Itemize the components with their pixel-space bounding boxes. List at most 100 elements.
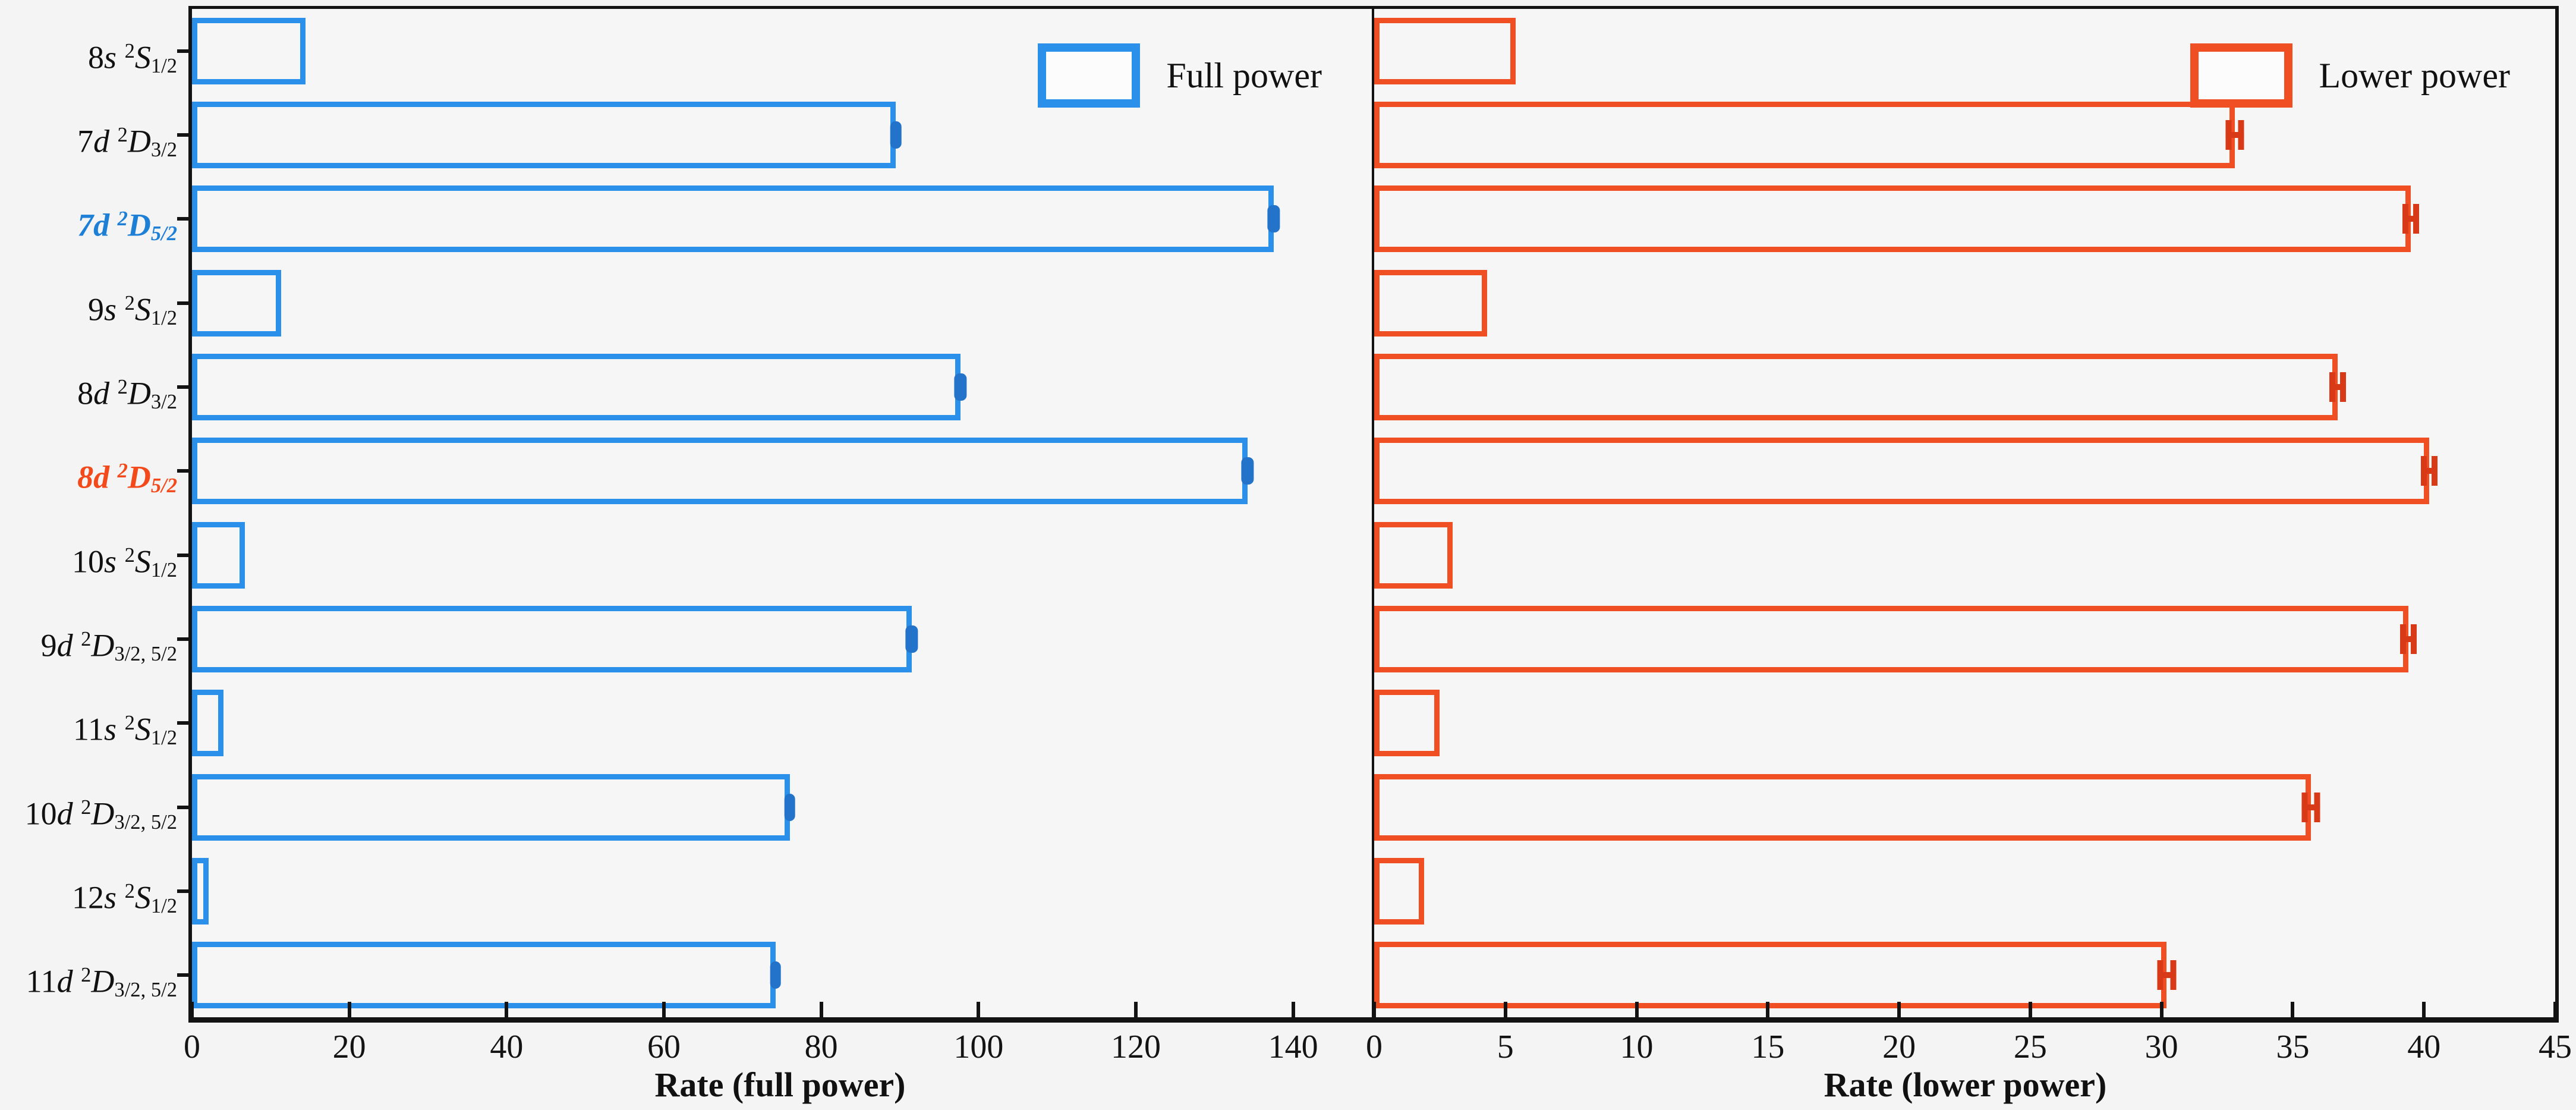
x-tick [190,1002,194,1017]
panel-lower-power: 0 5 10 15 20 25 30 35 40 45 Lower power [1366,6,2572,1064]
bar-full-power-8d-2D5-2 [192,438,1248,505]
x-tick [2159,1002,2164,1017]
x-tick [2028,1002,2032,1017]
x-tick [1291,1002,1295,1017]
bar-full-power-10d-2D3-2-5-2 [192,773,790,841]
bar-full-power-12s-2S1-2 [192,858,209,925]
error-bar-cap [2339,372,2346,402]
y-tick [177,133,188,137]
x-tick-label: 25 [2013,1029,2047,1065]
bar-full-power-8d-2D3-2 [192,354,961,420]
y-axis-label-9d-2D3-2-5-2: 9d 2D3/2, 5/2 [40,627,177,665]
y-tick [177,49,188,53]
y-axis-label-7d-2D5-2: 7d 2D5/2 [77,207,177,246]
x-tick [1897,1002,1901,1017]
x-tick [505,1002,509,1017]
y-axis-label-10d-2D3-2-5-2: 10d 2D3/2, 5/2 [24,795,177,834]
x-tick-label: 10 [1620,1029,1654,1065]
error-bar-line [2421,468,2438,474]
error-bar [1241,457,1254,485]
x-tick-label: 100 [953,1029,1004,1065]
bar-full-power-7d-2D5-2 [192,185,1274,253]
error-bar [2421,456,2438,486]
plot-area-lower-power: 0 5 10 15 20 25 30 35 40 45 [1366,9,2572,1064]
legend-label-full-power: Full power [1166,56,1322,95]
x-tick-label: 15 [1751,1029,1785,1065]
bar-full-power-11d-2D3-2-5-2 [192,942,776,1009]
error-bar [2225,120,2244,150]
bar-full-power-10s-2S1-2 [192,521,245,589]
bar-lower-power-7d-2D5-2 [1374,185,2411,253]
error-bar-cap [2170,960,2177,990]
x-tick-label: 45 [2539,1029,2572,1065]
x-tick-label: 0 [1366,1029,1383,1065]
x-tick-label: 20 [1882,1029,1916,1065]
error-bar-line [2399,636,2417,642]
error-bar-line [2157,972,2177,979]
y-axis-label-8d-2D5-2: 8d 2D5/2 [77,459,177,498]
error-bar [2301,792,2320,822]
error-bar [890,121,902,149]
legend-swatch-full-power-icon [1038,43,1141,108]
y-axis-label-11d-2D3-2-5-2: 11d 2D3/2, 5/2 [26,963,177,1002]
bar-full-power-9s-2S1-2 [192,269,281,337]
x-tick [2422,1002,2426,1017]
error-bar-cap [2402,204,2409,234]
y-tick [177,889,188,893]
x-axis-label-lower-power: Rate (lower power) [1824,1065,2107,1104]
y-tick [177,973,188,977]
x-tick-label: 40 [490,1029,524,1065]
bar-full-power-11s-2S1-2 [192,690,223,757]
y-axis-label-12s-2S1-2: 12s 2S1/2 [72,879,177,917]
error-bar [1267,205,1280,233]
y-tick [177,469,188,473]
y-tick [177,217,188,221]
x-tick-label: 35 [2276,1029,2310,1065]
error-bar-line [2402,216,2420,222]
error-bar [2402,204,2420,234]
bar-lower-power-7d-2D3-2 [1374,102,2235,168]
bar-lower-power-10d-2D3-2-5-2 [1374,773,2312,841]
x-tick-label: 80 [804,1029,838,1065]
x-tick [1503,1002,1507,1017]
error-bar-cap [2432,456,2438,486]
bar-lower-power-12s-2S1-2 [1374,858,1424,925]
error-bar-cap [2413,204,2420,234]
x-tick [662,1002,666,1017]
error-bar-cap [2301,792,2308,822]
error-bar [954,373,967,401]
bar-lower-power-9d-2D3-2-5-2 [1374,606,2408,672]
bar-lower-power-8d-2D5-2 [1374,438,2430,505]
y-tick [177,553,188,557]
y-tick [177,805,188,809]
error-bar-cap [2399,624,2406,654]
error-bar-line [2329,384,2346,390]
x-tick [1134,1002,1138,1017]
bar-full-power-7d-2D3-2 [192,102,896,168]
x-axis-label-full-power: Rate (full power) [654,1065,906,1104]
x-tick-label: 40 [2407,1029,2441,1065]
x-tick-label: 120 [1111,1029,1161,1065]
bar-lower-power-8d-2D3-2 [1374,354,2338,420]
error-bar-cap [2421,456,2427,486]
y-axis-label-8s-2S1-2: 8s 2S1/2 [88,39,177,77]
x-tick [2291,1002,2295,1017]
error-bar-line [2225,132,2244,138]
y-axis-label-10s-2S1-2: 10s 2S1/2 [72,543,177,581]
x-tick-label: 30 [2144,1029,2178,1065]
bar-lower-power-11d-2D3-2-5-2 [1374,942,2167,1009]
error-bar [2329,372,2346,402]
x-tick-label: 5 [1497,1029,1514,1065]
bar-lower-power-10s-2S1-2 [1374,521,1453,589]
x-tick-label: 20 [332,1029,366,1065]
error-bar-cap [2225,120,2232,150]
x-tick [819,1002,823,1017]
y-axis-label-9s-2S1-2: 9s 2S1/2 [88,291,177,329]
x-tick [1635,1002,1639,1017]
error-bar-cap [2157,960,2164,990]
error-bar-cap [2410,624,2417,654]
bar-full-power-9d-2D3-2-5-2 [192,606,912,672]
y-tick [177,301,188,305]
error-bar [770,961,782,989]
y-axis-label-8d-2D3-2: 8d 2D3/2 [77,375,177,413]
